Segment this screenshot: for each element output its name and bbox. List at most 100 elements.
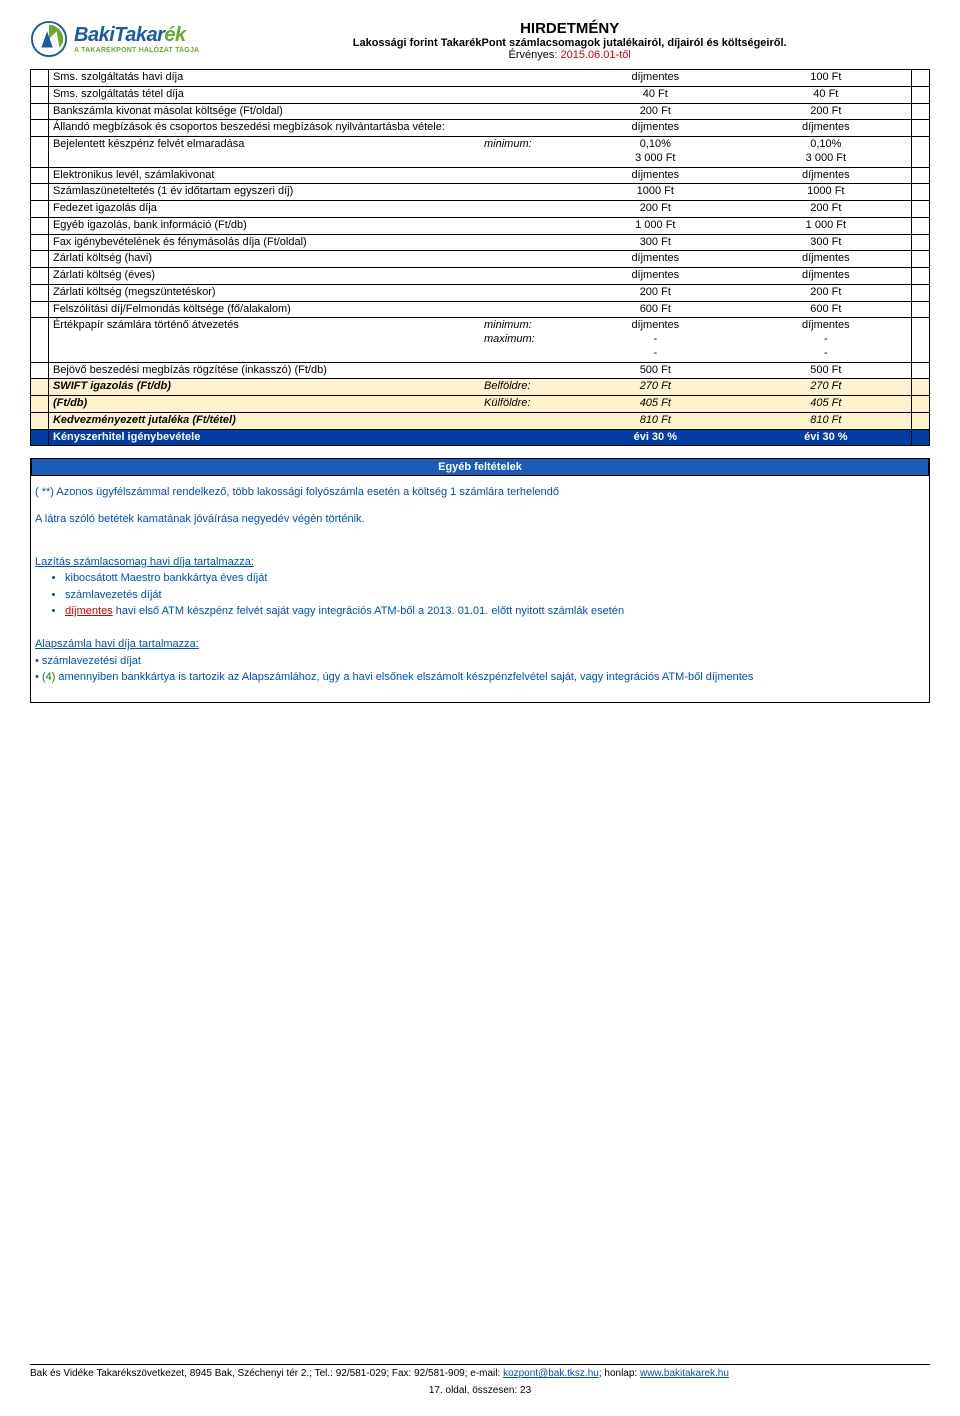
row-mid <box>480 86 570 103</box>
table-row: Kényszerhitel igénybevétele évi 30 %évi 3… <box>31 429 930 446</box>
row-label: Bankszámla kivonat másolat költsége (Ft/… <box>48 103 480 120</box>
page-number: 17. oldal, összesen: 23 <box>30 1385 930 1396</box>
row-value-2: díjmentes <box>741 251 912 268</box>
row-mid <box>480 251 570 268</box>
notes-box: Egyéb feltételek ( **) Azonos ügyfélszám… <box>30 458 930 703</box>
row-value-1: 200 Ft <box>570 201 741 218</box>
row-value-1: évi 30 % <box>570 429 741 446</box>
row-value-1: 300 Ft <box>570 234 741 251</box>
row-value-1: díjmentes-- <box>570 318 741 362</box>
row-value-1: 1 000 Ft <box>570 217 741 234</box>
lazitas-title: Lazítás számlacsomag havi díja tartalmaz… <box>35 554 925 571</box>
row-value-1: díjmentes <box>570 70 741 87</box>
row-value-1: 810 Ft <box>570 412 741 429</box>
row-label: Kényszerhitel igénybevétele <box>48 429 480 446</box>
row-value-2: 200 Ft <box>741 284 912 301</box>
row-mid <box>480 120 570 137</box>
row-label: Bejelentett készpénz felvét elmaradása <box>48 137 480 168</box>
row-value-1: 200 Ft <box>570 284 741 301</box>
table-row: Számlaszüneteltetés (1 év időtartam egys… <box>31 184 930 201</box>
row-mid <box>480 201 570 218</box>
table-row: SWIFT igazolás (Ft/db)Belföldre:270 Ft27… <box>31 379 930 396</box>
row-label: Értékpapír számlára történő átvezetés <box>48 318 480 362</box>
row-value-2: 600 Ft <box>741 301 912 318</box>
row-value-2: 100 Ft <box>741 70 912 87</box>
row-label: Fedezet igazolás díja <box>48 201 480 218</box>
row-value-2: díjmentes-- <box>741 318 912 362</box>
table-row: Kedvezményezett jutaléka (Ft/tétel) 810 F… <box>31 412 930 429</box>
table-row: Elektronikus levél, számlakivonat díjment… <box>31 167 930 184</box>
row-value-2: díjmentes <box>741 268 912 285</box>
row-label: Bejövő beszedési megbízás rögzítése (ink… <box>48 362 480 379</box>
row-value-2: 200 Ft <box>741 103 912 120</box>
row-label: Kedvezményezett jutaléka (Ft/tétel) <box>48 412 480 429</box>
row-value-2: 40 Ft <box>741 86 912 103</box>
page-valid-date: Érvényes: 2015.06.01-től <box>209 49 930 61</box>
table-row: Bankszámla kivonat másolat költsége (Ft/… <box>31 103 930 120</box>
row-value-1: 600 Ft <box>570 301 741 318</box>
row-mid: minimum: <box>480 137 570 168</box>
row-mid <box>480 284 570 301</box>
list-item: díjmentes havi első ATM készpénz felvét … <box>65 603 925 620</box>
table-row: Bejelentett készpénz felvét elmaradásami… <box>31 137 930 168</box>
row-mid: Külföldre: <box>480 396 570 413</box>
footer-text: Bak és Vidéke Takarékszövetkezet, 8945 B… <box>30 1368 503 1379</box>
row-mid <box>480 268 570 285</box>
row-value-1: 200 Ft <box>570 103 741 120</box>
other-conditions-header: Egyéb feltételek <box>31 458 929 476</box>
logo-icon <box>30 20 68 58</box>
row-mid <box>480 167 570 184</box>
row-value-2: 1000 Ft <box>741 184 912 201</box>
row-value-2: 500 Ft <box>741 362 912 379</box>
row-value-2: díjmentes <box>741 167 912 184</box>
row-mid: minimum:maximum: <box>480 318 570 362</box>
row-value-2: 270 Ft <box>741 379 912 396</box>
row-label: Egyéb igazolás, bank információ (Ft/db) <box>48 217 480 234</box>
alapszamla-title: Alapszámla havi díja tartalmazza: <box>35 636 925 653</box>
row-value-1: 500 Ft <box>570 362 741 379</box>
row-mid <box>480 103 570 120</box>
row-label: SWIFT igazolás (Ft/db) <box>48 379 480 396</box>
row-value-1: díjmentes <box>570 120 741 137</box>
table-row: Egyéb igazolás, bank információ (Ft/db) 1… <box>31 217 930 234</box>
footer-email-link[interactable]: kozpont@bak.tksz.hu <box>503 1368 599 1379</box>
row-value-2: évi 30 % <box>741 429 912 446</box>
row-label: Zárlati költség (havi) <box>48 251 480 268</box>
table-row: Értékpapír számlára történő átvezetésmin… <box>31 318 930 362</box>
row-label: Felszólítási díj/Felmondás költsége (fő/… <box>48 301 480 318</box>
list-item: kibocsátott Maestro bankkártya éves díjá… <box>65 570 925 587</box>
table-row: Sms. szolgáltatás tétel díja40 Ft40 Ft <box>31 86 930 103</box>
row-value-1: díjmentes <box>570 251 741 268</box>
row-value-2: díjmentes <box>741 120 912 137</box>
row-value-1: 1000 Ft <box>570 184 741 201</box>
row-mid <box>480 70 570 87</box>
page-footer: Bak és Vidéke Takarékszövetkezet, 8945 B… <box>30 1364 930 1396</box>
row-value-2: 300 Ft <box>741 234 912 251</box>
row-mid <box>480 217 570 234</box>
page-title: HIRDETMÉNY <box>209 20 930 37</box>
row-value-1: 40 Ft <box>570 86 741 103</box>
table-row: Sms. szolgáltatás havi díjadíjmentes100 … <box>31 70 930 87</box>
row-mid: Belföldre: <box>480 379 570 396</box>
alapszamla-line2: • (4) amennyiben bankkártya is tartozik … <box>35 669 925 686</box>
table-row: Zárlati költség (havi) díjmentesdíjmentes <box>31 251 930 268</box>
row-label: Fax igénybevételének és fénymásolás díja… <box>48 234 480 251</box>
logo-name: BakiTakarék <box>74 24 199 47</box>
alapszamla-line1: • számlavezetési díjat <box>35 653 925 670</box>
table-row: Fedezet igazolás díja200 Ft200 Ft <box>31 201 930 218</box>
row-mid <box>480 301 570 318</box>
row-mid <box>480 412 570 429</box>
row-mid <box>480 234 570 251</box>
row-value-2: 810 Ft <box>741 412 912 429</box>
footer-url-link[interactable]: www.bakitakarek.hu <box>640 1368 729 1379</box>
row-value-1: díjmentes <box>570 268 741 285</box>
row-value-2: 405 Ft <box>741 396 912 413</box>
row-value-2: 1 000 Ft <box>741 217 912 234</box>
row-value-1: 405 Ft <box>570 396 741 413</box>
logo-subtitle: A TAKARÉKPONT HÁLÓZAT TAGJA <box>74 47 199 54</box>
row-value-2: 0,10%3 000 Ft <box>741 137 912 168</box>
row-label: Elektronikus levél, számlakivonat <box>48 167 480 184</box>
table-row: Zárlati költség (megszüntetéskor)200 Ft2… <box>31 284 930 301</box>
fees-table: Sms. szolgáltatás havi díjadíjmentes100 … <box>30 69 930 446</box>
row-value-1: 270 Ft <box>570 379 741 396</box>
